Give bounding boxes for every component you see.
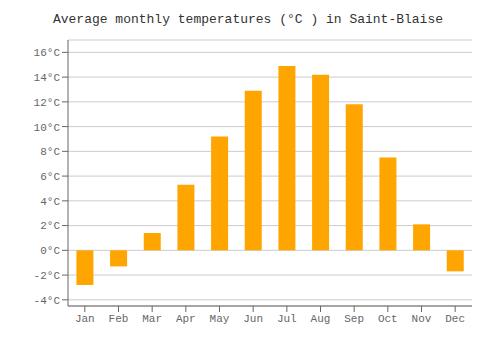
svg-text:Aug: Aug — [311, 313, 331, 325]
svg-text:Nov: Nov — [412, 313, 432, 325]
svg-text:Jan: Jan — [75, 313, 95, 325]
svg-text:16°C: 16°C — [34, 47, 61, 59]
svg-text:4°C: 4°C — [40, 196, 60, 208]
svg-text:Jul: Jul — [277, 313, 297, 325]
svg-text:6°C: 6°C — [40, 171, 60, 183]
svg-text:Oct: Oct — [378, 313, 398, 325]
svg-text:Sep: Sep — [344, 313, 364, 325]
svg-text:12°C: 12°C — [34, 97, 61, 109]
svg-text:Feb: Feb — [109, 313, 129, 325]
svg-text:2°C: 2°C — [40, 220, 60, 232]
svg-text:-2°C: -2°C — [34, 270, 61, 282]
svg-text:Dec: Dec — [445, 313, 465, 325]
svg-text:10°C: 10°C — [34, 122, 61, 134]
svg-text:0°C: 0°C — [40, 245, 60, 257]
svg-text:14°C: 14°C — [34, 72, 61, 84]
svg-text:Mar: Mar — [142, 313, 162, 325]
svg-text:8°C: 8°C — [40, 146, 60, 158]
svg-text:-4°C: -4°C — [34, 295, 61, 307]
svg-text:Apr: Apr — [176, 313, 196, 325]
svg-text:Jun: Jun — [243, 313, 263, 325]
svg-text:May: May — [210, 313, 230, 325]
html-text:Average monthly temperatures (: Average monthly temperatures (°C ) in Sa… — [53, 12, 443, 27]
